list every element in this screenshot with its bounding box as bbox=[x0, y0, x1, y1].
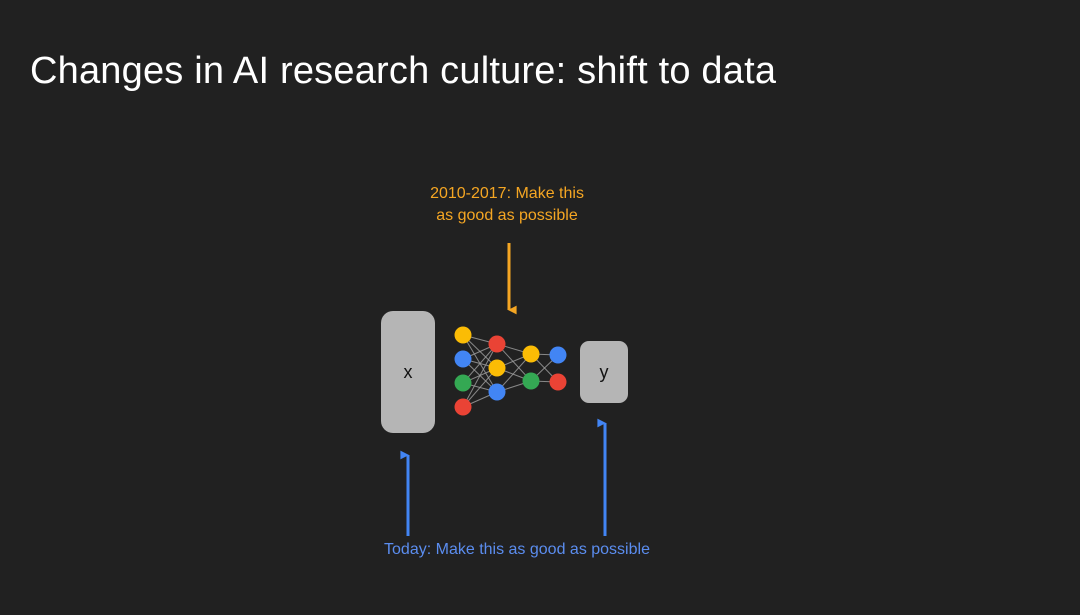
network-edges bbox=[462, 334, 559, 408]
network-node bbox=[488, 335, 506, 353]
network-nodes bbox=[454, 326, 567, 416]
top-annotation-label: 2010-2017: Make this as good as possible bbox=[430, 185, 584, 224]
network-node bbox=[549, 346, 567, 364]
input-box: x bbox=[381, 311, 435, 433]
network-node bbox=[454, 350, 472, 368]
network-edge bbox=[462, 367, 498, 408]
network-node bbox=[488, 359, 506, 377]
page-title: Changes in AI research culture: shift to… bbox=[30, 50, 777, 92]
network-node bbox=[488, 383, 506, 401]
network-node bbox=[522, 345, 540, 363]
network-node bbox=[454, 374, 472, 392]
network-node bbox=[549, 373, 567, 391]
bottom-annotation-label: Today: Make this as good as possible bbox=[384, 541, 650, 558]
network-node bbox=[454, 398, 472, 416]
network-edge bbox=[462, 343, 498, 408]
network-node bbox=[522, 372, 540, 390]
output-box: y bbox=[580, 341, 628, 403]
network-edge bbox=[462, 343, 498, 384]
network-node bbox=[454, 326, 472, 344]
